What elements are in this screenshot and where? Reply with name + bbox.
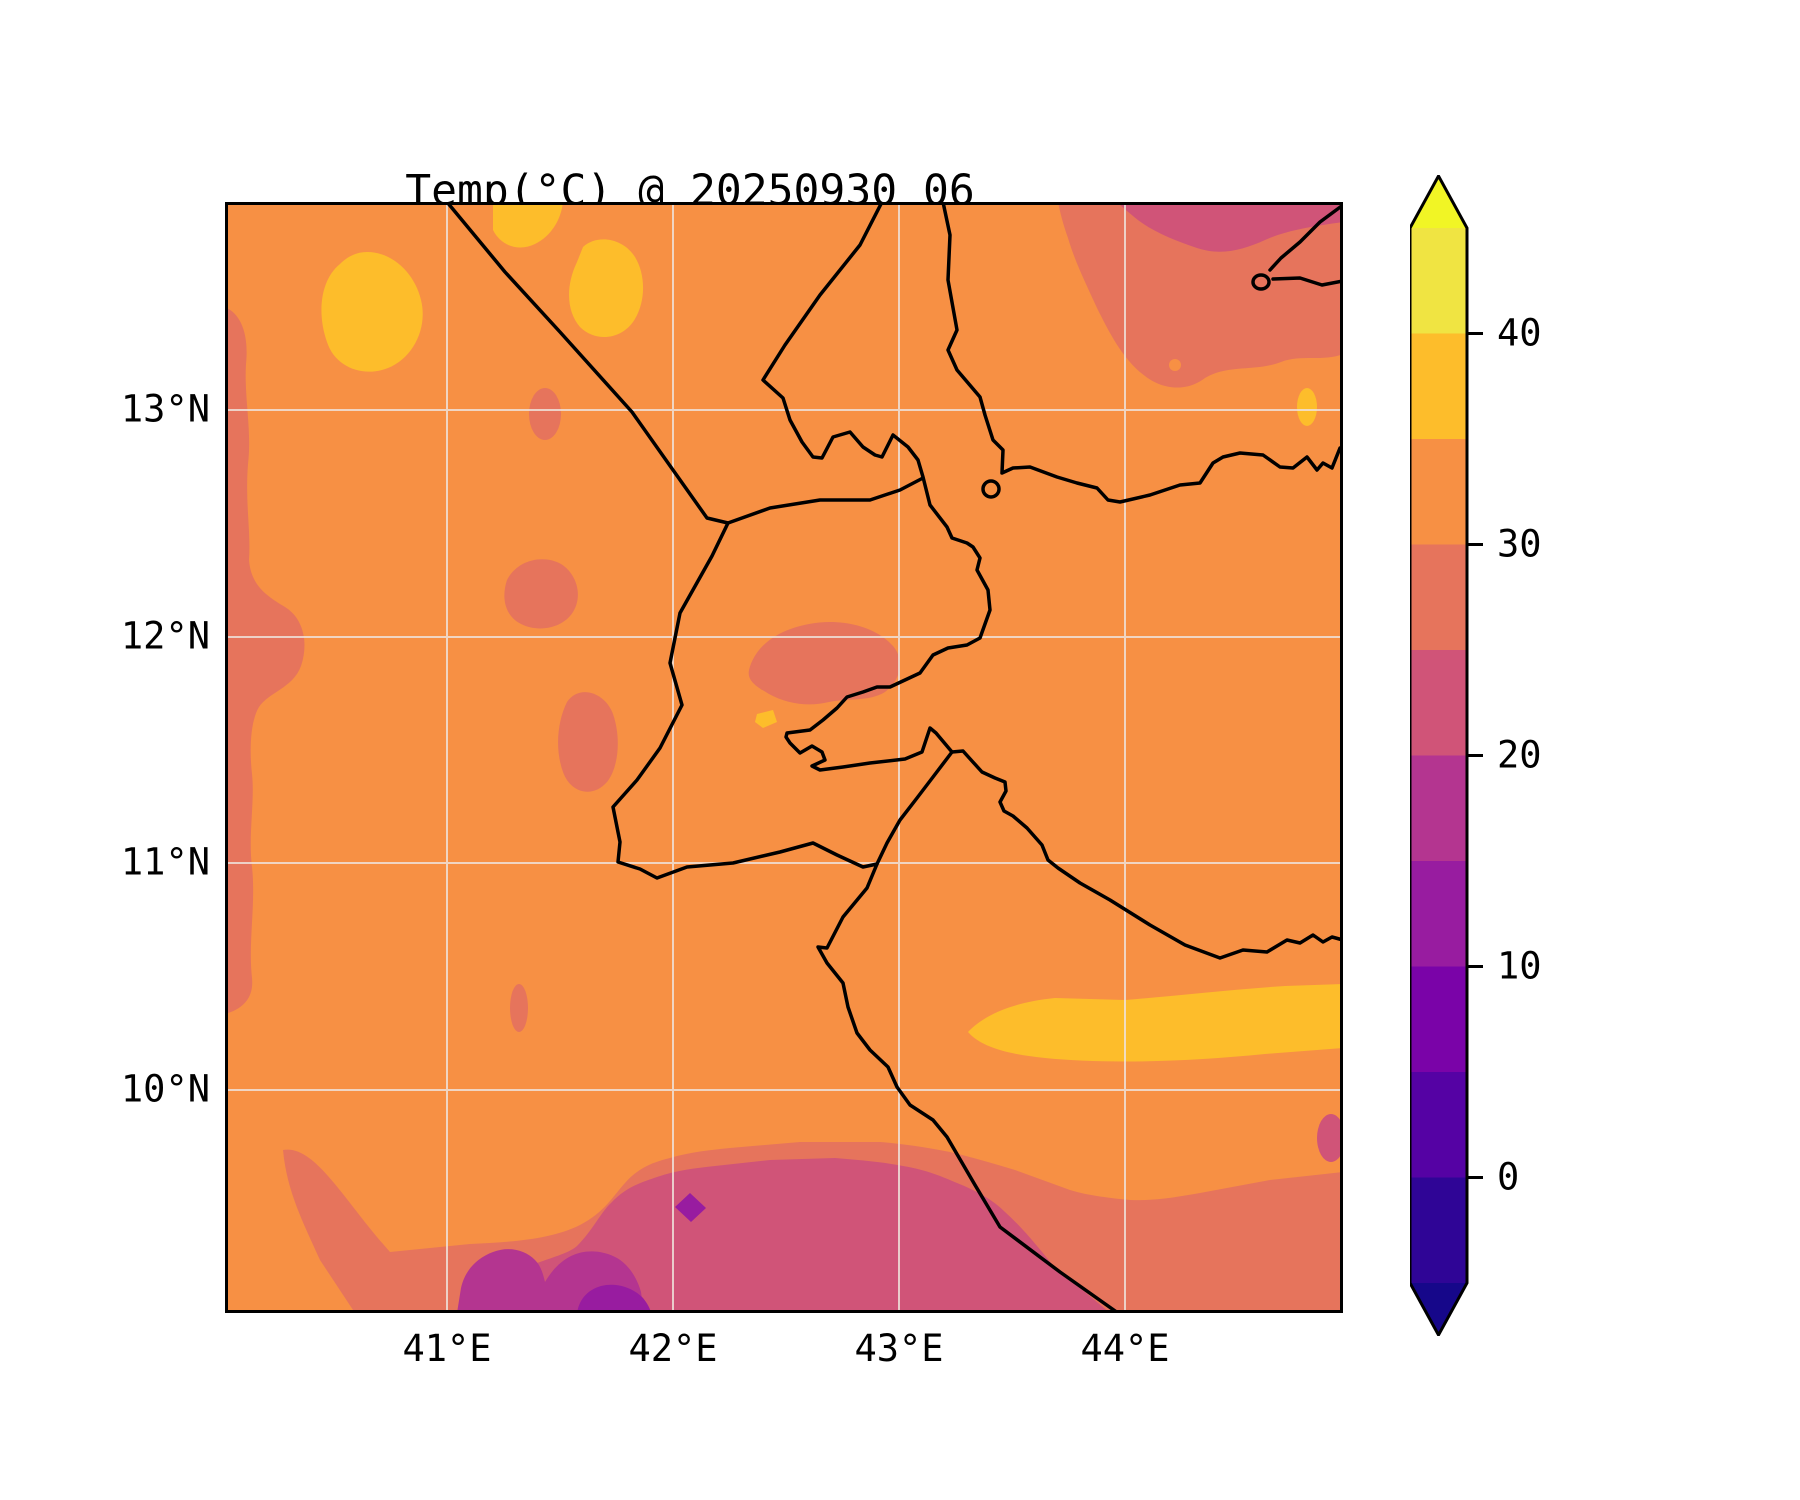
map-plot: [225, 202, 1343, 1313]
field-base-30-35: [225, 202, 1343, 1313]
colorbar-band-20-25: [1410, 650, 1467, 756]
coastline-east-yemen: [941, 202, 1343, 504]
colorbar: [1410, 175, 1483, 1336]
patch-25-30-blob: [504, 559, 578, 629]
xtick-44e: 44°E: [1080, 1327, 1170, 1370]
patch-35-40-coastal-band: [968, 984, 1343, 1062]
coastlines-borders: [445, 202, 1343, 1313]
patch-35-40-gulf-spot: [755, 710, 777, 728]
xtick-41e: 41°E: [402, 1327, 492, 1370]
patch-25-30-sliver: [510, 984, 528, 1032]
patch-35-40-east-spot: [1297, 388, 1317, 426]
colorbar-label-0: 0: [1497, 1155, 1520, 1199]
colorbar-band-40-45: [1410, 228, 1467, 334]
coastline-west-gulf: [761, 202, 1343, 960]
colorbar-outline: [1410, 175, 1469, 1336]
patch-25-30-gulf-blob: [748, 622, 900, 705]
colorbar-band-m5-0: [1410, 1177, 1467, 1283]
patch-35-40-north: [569, 239, 644, 338]
colorbar-ticks: [1467, 332, 1483, 1179]
colorbar-under-arrow: [1410, 1283, 1467, 1335]
border-coast-connector: [875, 750, 954, 866]
colorbar-label-40: 40: [1497, 311, 1542, 355]
graticule: [225, 202, 1343, 1313]
ytick-10n: 10°N: [120, 1067, 210, 1111]
patch-20-25-south: [480, 1158, 1110, 1313]
ytick-11n: 11°N: [120, 840, 210, 884]
xtick-42e: 42°E: [628, 1327, 718, 1370]
ytick-12n: 12°N: [120, 614, 210, 658]
patch-25-30-spot: [529, 388, 561, 440]
temperature-field: [225, 202, 1343, 1313]
border-west-south: [445, 202, 1120, 1313]
patch-35-40-northwest: [321, 252, 423, 372]
colorbar-bands: [1410, 176, 1467, 1335]
colorbar-band-5-10: [1410, 966, 1467, 1072]
colorbar-band-30-35: [1410, 439, 1467, 545]
colorbar-label-30: 30: [1497, 522, 1542, 566]
axes-frame: [225, 202, 1343, 1313]
patch-25-30-west-strip: [225, 307, 305, 1014]
patch-20-25-east-edge: [1317, 1114, 1343, 1162]
patch-25-30-northeast: [1058, 202, 1343, 388]
patch-35-40-top-edge: [493, 202, 563, 248]
border-northeast-branch: [726, 476, 925, 525]
island-outline: [981, 479, 1001, 499]
colorbar-band-15-20: [1410, 755, 1467, 861]
colorbar-over-arrow: [1410, 176, 1467, 228]
colorbar-band-10-15: [1410, 861, 1467, 967]
patch-30-35-hole: [1169, 359, 1181, 371]
patch-10-15-south: [577, 1284, 651, 1313]
colorbar-band-0-5: [1410, 1072, 1467, 1178]
xtick-43e: 43°E: [854, 1327, 944, 1370]
patch-25-30-blob: [558, 692, 618, 792]
patch-20-25-top-core: [1117, 202, 1343, 252]
coastline-topright: [1268, 203, 1343, 287]
colorbar-label-20: 20: [1497, 733, 1542, 777]
ytick-13n: 13°N: [120, 387, 210, 431]
patch-10-15-diamond: [675, 1193, 706, 1222]
islet-outline: [1251, 273, 1271, 291]
colorbar-label-10: 10: [1497, 944, 1542, 988]
colorbar-band-35-40: [1410, 333, 1467, 439]
colorbar-band-25-30: [1410, 544, 1467, 650]
